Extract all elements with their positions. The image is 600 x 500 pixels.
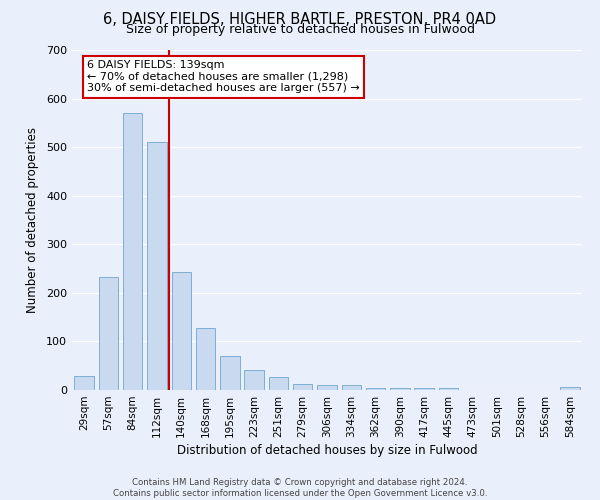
Bar [99, 278, 118, 390]
Bar [317, 385, 337, 390]
Bar [366, 388, 385, 390]
Bar [244, 370, 264, 390]
Bar [560, 386, 580, 390]
Bar [293, 384, 313, 390]
Bar [172, 272, 191, 390]
Text: 6 DAISY FIELDS: 139sqm
← 70% of detached houses are smaller (1,298)
30% of semi-: 6 DAISY FIELDS: 139sqm ← 70% of detached… [88, 60, 360, 94]
X-axis label: Distribution of detached houses by size in Fulwood: Distribution of detached houses by size … [176, 444, 478, 457]
Text: Size of property relative to detached houses in Fulwood: Size of property relative to detached ho… [125, 22, 475, 36]
Bar [341, 385, 361, 390]
Bar [147, 142, 167, 390]
Bar [74, 376, 94, 390]
Bar [439, 388, 458, 390]
Bar [220, 356, 239, 390]
Bar [415, 388, 434, 390]
Bar [390, 388, 410, 390]
Bar [196, 328, 215, 390]
Bar [269, 377, 288, 390]
Bar [123, 113, 142, 390]
Y-axis label: Number of detached properties: Number of detached properties [26, 127, 39, 313]
Text: 6, DAISY FIELDS, HIGHER BARTLE, PRESTON, PR4 0AD: 6, DAISY FIELDS, HIGHER BARTLE, PRESTON,… [103, 12, 497, 28]
Text: Contains HM Land Registry data © Crown copyright and database right 2024.
Contai: Contains HM Land Registry data © Crown c… [113, 478, 487, 498]
